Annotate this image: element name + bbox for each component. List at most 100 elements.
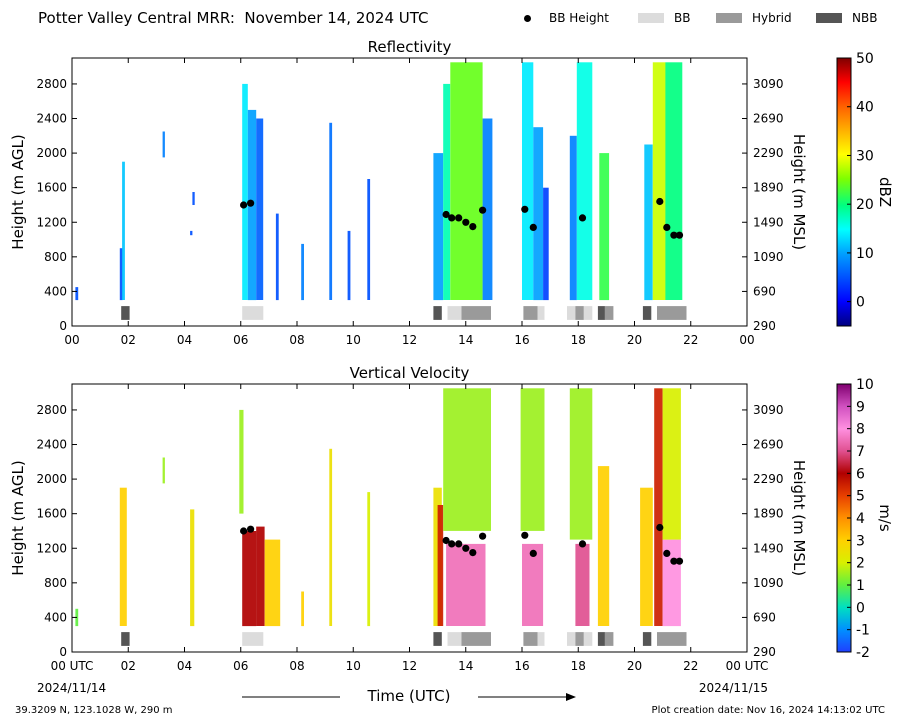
reflectivity-echo-15: [443, 83, 451, 301]
reflectivity-x-tick-label-11: 22: [683, 333, 698, 347]
vertical-velocity-y-tick-label-6: 2400: [36, 438, 67, 452]
reflectivity-echo-3: [162, 131, 165, 158]
vertical-velocity-bb-height-point-7: [479, 532, 487, 540]
reflectivity-echo-23: [599, 153, 610, 301]
vertical-velocity-bb-height-point-10: [578, 540, 587, 548]
reflectivity-echo-18: [522, 62, 534, 300]
vertical-velocity-bb-height-point-6: [469, 549, 477, 557]
reflectivity-bb-type-bb-3: [447, 306, 462, 320]
legend-bb-height: BB Height: [524, 11, 609, 25]
nbb-swatch-icon: [816, 13, 842, 23]
reflectivity-bb-height-point-10: [578, 214, 587, 222]
reflectivity-x-tick-label-4: 08: [289, 333, 304, 347]
vertical-velocity-bb-type-hybrid-13: [657, 632, 687, 646]
reflectivity-bb-type-nbb-2: [433, 306, 442, 320]
reflectivity-echo-9: [275, 213, 279, 301]
vertical-velocity-colorbar-tick-label-10: 8: [856, 422, 865, 438]
reflectivity-y-tick-label-5: 2000: [36, 146, 67, 160]
vertical-velocity-echo-16: [522, 543, 544, 626]
reflectivity-echo-14: [433, 153, 444, 301]
end-date-label: 2024/11/15: [699, 681, 768, 695]
vertical-velocity-x-tick-label-7: 14: [458, 659, 473, 673]
vertical-velocity-title: Vertical Velocity: [350, 364, 470, 382]
vertical-velocity-x-tick-label-12: 00 UTC: [726, 659, 769, 673]
reflectivity-echo-22: [576, 62, 593, 300]
vertical-velocity-colorbar-tick-label-11: 9: [856, 399, 865, 415]
vertical-velocity-colorbar-tick-label-4: 2: [856, 556, 865, 572]
vertical-velocity-y2-tick-label-7: 3090: [753, 403, 784, 417]
vertical-velocity-y2-tick-label-0: 290: [753, 645, 776, 659]
vertical-velocity-y-tick-label-1: 400: [44, 610, 67, 624]
reflectivity-colorbar-tick-label-0: 0: [856, 295, 865, 311]
reflectivity-y2-tick-label-6: 2690: [753, 112, 784, 126]
vertical-velocity-echo-23: [662, 388, 681, 540]
vertical-velocity-colorbar-tick-label-2: 0: [856, 600, 865, 616]
reflectivity-echo-13: [367, 179, 371, 300]
reflectivity-x-tick-label-0: 00: [64, 333, 79, 347]
vertical-velocity-x-tick-label-0: 00 UTC: [51, 659, 94, 673]
vertical-velocity-bb-height-point-11: [656, 523, 664, 532]
figure-title: Potter Valley Central MRR: November 14, …: [38, 9, 429, 27]
vertical-velocity-bb-type-nbb-12: [642, 632, 652, 646]
reflectivity-y-tick-label-3: 1200: [36, 215, 67, 229]
reflectivity-echo-1: [119, 248, 123, 301]
vertical-velocity-bb-type-nbb-2: [433, 632, 442, 646]
reflectivity-y2-tick-label-3: 1490: [753, 215, 784, 229]
vertical-velocity-y2label: Height (m MSL): [790, 460, 808, 576]
vertical-velocity-bb-type-hybrid-4: [461, 632, 491, 646]
vertical-velocity-bb-height-point-1: [247, 525, 255, 533]
vertical-velocity-bb-type-hybrid-8: [575, 632, 584, 646]
vertical-velocity-bb-type-nbb-10: [597, 632, 605, 646]
vertical-velocity-colorbar-tick-label-6: 4: [856, 511, 865, 527]
vertical-velocity-echo-21: [654, 388, 663, 626]
reflectivity-bb-height-point-5: [462, 218, 470, 226]
reflectivity-bb-type-hybrid-11: [605, 306, 614, 320]
legend-bb-height-label: BB Height: [549, 11, 609, 25]
plot-creation-date: Plot creation date: Nov 16, 2024 14:13:0…: [651, 705, 885, 716]
reflectivity-colorbar-label: dBZ: [876, 177, 894, 207]
reflectivity-echo-12: [347, 230, 351, 301]
legend-bb: BB: [638, 11, 690, 25]
vertical-velocity-echo-3: [190, 509, 195, 627]
reflectivity-colorbar-tick-label-5: 50: [856, 51, 874, 67]
reflectivity-bb-height-point-4: [455, 214, 463, 222]
reflectivity-y2-tick-label-2: 1090: [753, 250, 784, 264]
vertical-velocity-colorbar-tick-label-12: 10: [856, 377, 874, 393]
reflectivity-y-tick-label-6: 2400: [36, 112, 67, 126]
reflectivity-bb-height-point-12: [663, 223, 671, 231]
reflectivity-bb-height-point-11: [656, 197, 664, 206]
vertical-velocity-x-tick-label-8: 16: [514, 659, 529, 673]
vertical-velocity-bb-type-hybrid-11: [605, 632, 614, 646]
reflectivity-echo-21: [569, 135, 577, 301]
reflectivity-echo-17: [482, 118, 493, 300]
vertical-velocity-echo-11: [433, 487, 442, 626]
vertical-velocity-echo-6: [256, 526, 265, 626]
station-location: 39.3209 N, 123.1028 W, 290 m: [15, 705, 173, 716]
reflectivity-bb-type-bb-9: [583, 306, 593, 320]
reflectivity-echo-8: [256, 118, 264, 300]
reflectivity-ylabel: Height (m AGL): [9, 134, 27, 249]
vertical-velocity-y-tick-label-7: 2800: [36, 403, 67, 417]
vertical-velocity-echo-13: [443, 388, 491, 531]
legend-nbb: NBB: [816, 11, 877, 25]
vertical-velocity-colorbar-tick-label-7: 5: [856, 489, 865, 505]
vertical-velocity-bb-height-point-14: [675, 557, 684, 565]
vertical-velocity-x-tick-label-4: 08: [289, 659, 304, 673]
reflectivity-colorbar-tick-label-1: 10: [856, 246, 874, 262]
vertical-velocity-bb-type-bb-3: [447, 632, 462, 646]
vertical-velocity-echo-20: [640, 487, 653, 626]
vertical-velocity-y2-tick-label-2: 1090: [753, 576, 784, 590]
vertical-velocity-bb-height-point-2: [442, 536, 450, 545]
reflectivity-bb-type-nbb-12: [642, 306, 652, 320]
vertical-velocity-colorbar-tick-label-9: 7: [856, 444, 865, 460]
reflectivity-bb-height-point-14: [675, 231, 684, 239]
reflectivity-echo-11: [329, 122, 333, 300]
reflectivity-bb-height-point-8: [521, 205, 529, 213]
reflectivity-bb-height-point-13: [670, 231, 678, 239]
vertical-velocity-y2-tick-label-5: 2290: [753, 472, 784, 486]
reflectivity-colorbar: [836, 57, 852, 327]
reflectivity-colorbar-tick-label-3: 30: [856, 148, 874, 164]
reflectivity-bb-type-hybrid-5: [523, 306, 538, 320]
vertical-velocity-x-tick-label-10: 20: [627, 659, 642, 673]
vertical-velocity-y2-tick-label-6: 2690: [753, 438, 784, 452]
